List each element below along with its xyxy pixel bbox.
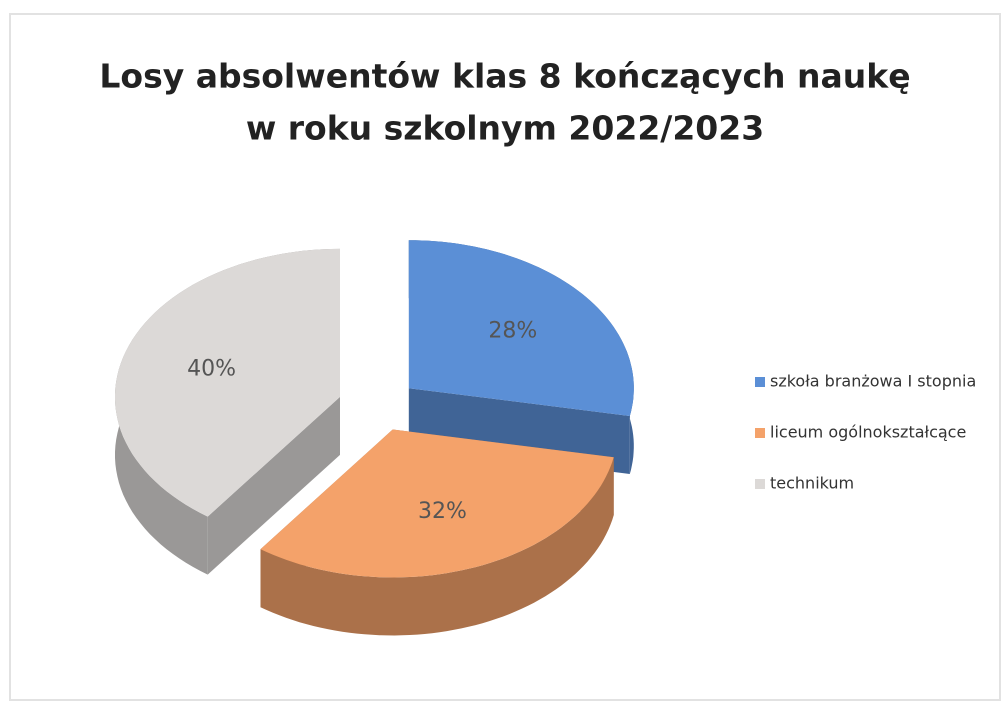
data-label: 32% bbox=[418, 499, 467, 524]
legend-label: liceum ogólnokształcące bbox=[770, 423, 966, 442]
slice-side bbox=[207, 396, 340, 575]
legend-marker bbox=[755, 479, 765, 489]
slice-side bbox=[260, 457, 614, 636]
slice bbox=[260, 429, 614, 578]
slice bbox=[408, 240, 634, 416]
slice bbox=[115, 248, 340, 517]
chart-title: Losy absolwentów klas 8 kończących naukę bbox=[99, 57, 910, 96]
legend-marker bbox=[755, 377, 765, 387]
data-label: 28% bbox=[488, 319, 537, 344]
data-label: 40% bbox=[187, 356, 236, 381]
chart-title: w roku szkolnym 2022/2023 bbox=[246, 109, 764, 148]
legend-label: technikum bbox=[770, 474, 854, 493]
legend-label: szkoła branżowa I stopnia bbox=[770, 372, 976, 391]
legend-marker bbox=[755, 428, 765, 438]
